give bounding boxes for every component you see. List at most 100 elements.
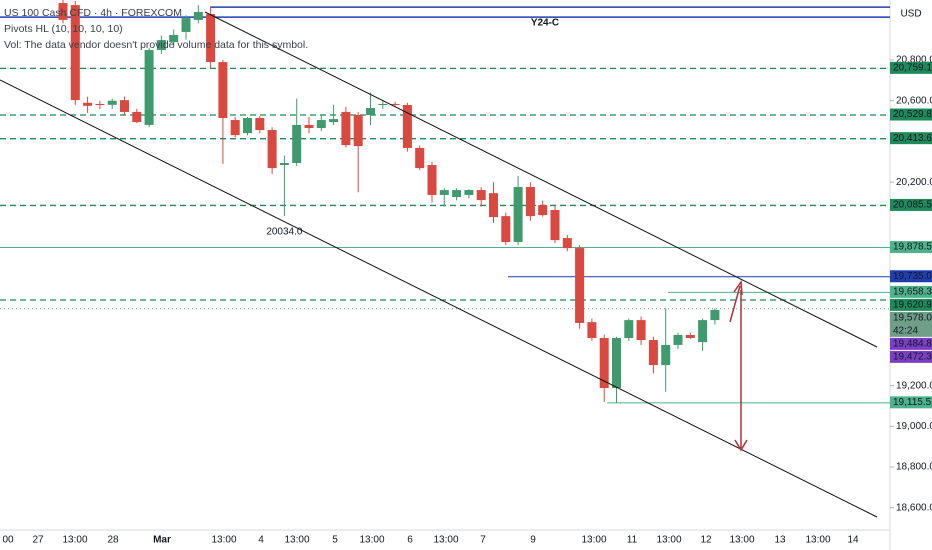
candle-body bbox=[329, 119, 339, 123]
x-tick-label: 13:00 bbox=[359, 535, 384, 546]
candle-body bbox=[366, 108, 375, 115]
candle-body bbox=[525, 187, 535, 217]
candle-body bbox=[661, 344, 671, 366]
price-label: 20,085.5 bbox=[893, 200, 932, 211]
candle-body bbox=[575, 248, 585, 323]
x-tick-label: 13 bbox=[774, 535, 786, 546]
candle-body bbox=[218, 62, 228, 119]
candle-body bbox=[144, 50, 154, 125]
candle-body bbox=[120, 100, 129, 112]
candle-body bbox=[648, 340, 658, 366]
candle-body bbox=[316, 120, 326, 129]
price-label-bg bbox=[890, 285, 932, 298]
x-tick-label: 13:00 bbox=[581, 535, 606, 546]
price-label-bg bbox=[890, 241, 932, 254]
candle-body bbox=[402, 105, 412, 148]
x-tick-label: 6 bbox=[407, 535, 413, 546]
y-tick-label: 19,200.0 bbox=[896, 380, 932, 391]
y-tick-label: 20,200.0 bbox=[896, 177, 932, 188]
candle-body bbox=[292, 124, 302, 164]
price-label: 19,472.3 bbox=[893, 352, 932, 363]
candle-body bbox=[612, 338, 621, 389]
candle-body bbox=[304, 124, 314, 129]
candle-body bbox=[624, 320, 634, 339]
x-tick-label: 5 bbox=[332, 535, 338, 546]
price-label: 19,578.0 bbox=[893, 313, 932, 324]
x-tick-label: 00 bbox=[2, 535, 14, 546]
countdown: 42:24 bbox=[893, 326, 918, 337]
currency: USD bbox=[900, 9, 921, 20]
price-label: 19,735.0 bbox=[893, 271, 932, 282]
candle-body bbox=[562, 238, 572, 249]
low-label: 20034.0 bbox=[266, 227, 303, 238]
candle-body bbox=[710, 309, 720, 321]
volume-note: Vol: The data vendor doesn't provide vol… bbox=[4, 39, 308, 51]
candle-body bbox=[390, 103, 400, 106]
price-label-bg bbox=[890, 350, 932, 363]
candle-body bbox=[685, 334, 695, 339]
candle-body bbox=[70, 5, 80, 101]
x-tick-label: 7 bbox=[480, 535, 486, 546]
y-tick-label: 20,800.0 bbox=[896, 55, 932, 66]
candle-body bbox=[415, 147, 425, 169]
price-label: 20,413.6 bbox=[893, 133, 932, 144]
price-label: 19,115.5 bbox=[893, 397, 932, 408]
indicator-label: Pivots HL (10, 10, 10, 10) bbox=[4, 23, 123, 35]
price-label-bg bbox=[890, 311, 932, 337]
price-label: 20,759.1 bbox=[893, 62, 932, 73]
price-label-bg bbox=[890, 198, 932, 211]
candle-body bbox=[427, 165, 437, 195]
candle-body bbox=[107, 100, 117, 105]
price-label: 19,878.5 bbox=[893, 242, 932, 253]
x-tick-label: 13:00 bbox=[62, 535, 87, 546]
candle-body bbox=[439, 190, 449, 195]
x-tick-label: 4 bbox=[258, 535, 264, 546]
price-label: 19,484.8 bbox=[893, 339, 932, 350]
arrow-down-head bbox=[734, 439, 748, 452]
candle-body bbox=[698, 320, 708, 343]
candle-body bbox=[341, 111, 351, 146]
price-label-bg bbox=[890, 337, 932, 350]
x-tick-label: 13:00 bbox=[211, 535, 236, 546]
candle-body bbox=[599, 338, 609, 389]
candle-body bbox=[673, 334, 683, 345]
candle-body bbox=[132, 111, 142, 123]
channel-lower bbox=[0, 79, 878, 518]
candle-body bbox=[464, 190, 474, 195]
candle-body bbox=[279, 163, 289, 166]
price-label-bg bbox=[890, 396, 932, 409]
candle-body bbox=[636, 320, 646, 341]
price-label-bg bbox=[890, 270, 932, 283]
x-tick-label: Mar bbox=[153, 535, 171, 546]
candle-body bbox=[353, 114, 363, 147]
candle-body bbox=[169, 35, 179, 43]
x-tick-label: 13:00 bbox=[729, 535, 754, 546]
price-label: 20,529.8 bbox=[893, 109, 932, 120]
candle-body bbox=[206, 14, 216, 63]
candle-body bbox=[83, 102, 93, 106]
candle-body bbox=[587, 322, 597, 339]
candle-body bbox=[501, 216, 511, 242]
x-tick-label: 14 bbox=[847, 535, 859, 546]
candle-body bbox=[378, 103, 388, 106]
candle-body bbox=[267, 130, 277, 169]
candle-body bbox=[550, 210, 560, 241]
candle-body bbox=[230, 120, 240, 136]
x-tick-label: 9 bbox=[530, 535, 536, 546]
price-label-bg bbox=[890, 298, 932, 311]
candle-body bbox=[476, 190, 486, 201]
x-tick-label: 13:00 bbox=[805, 535, 830, 546]
price-label-bg bbox=[890, 108, 932, 121]
y-tick-label: 19,000.0 bbox=[896, 421, 932, 432]
y-tick-label: 20,600.0 bbox=[896, 95, 932, 106]
price-label-bg bbox=[890, 61, 932, 74]
candle-body bbox=[58, 3, 68, 20]
candle-body bbox=[95, 103, 105, 105]
price-label: 19,658.3 bbox=[893, 287, 932, 298]
candle-body bbox=[255, 118, 265, 131]
candle-body bbox=[193, 12, 203, 20]
x-tick-label: 27 bbox=[32, 535, 44, 546]
x-tick-label: 12 bbox=[700, 535, 712, 546]
